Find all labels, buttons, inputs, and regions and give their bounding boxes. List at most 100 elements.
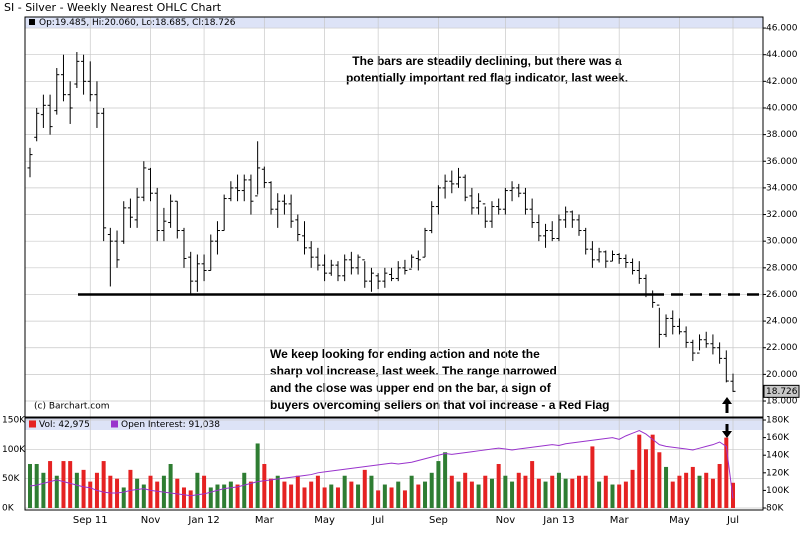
volume-bar <box>516 472 521 508</box>
volume-bar <box>222 484 227 508</box>
volume-bar <box>362 469 367 508</box>
volume-bar <box>469 481 474 508</box>
y2-tick-label: 140K <box>766 451 790 461</box>
volume-bar <box>530 461 535 508</box>
volume-bar <box>550 475 555 508</box>
annotation: The bars are steadily declining, but the… <box>352 54 622 68</box>
y-tick-label: 28.000 <box>766 263 798 273</box>
y2-tick-label: 180K <box>766 416 790 426</box>
volume-bar <box>322 487 327 508</box>
x-tick-label: Sep <box>429 515 448 526</box>
volume-tick-label: 100K <box>2 445 26 455</box>
volume-bar <box>275 475 280 508</box>
volume-bar <box>48 461 53 508</box>
volume-bar <box>255 443 260 508</box>
volume-bar <box>543 481 548 508</box>
volume-bar <box>155 481 160 508</box>
volume-bar <box>342 475 347 508</box>
y-tick-label: 42.000 <box>766 77 798 87</box>
volume-bar <box>202 475 207 508</box>
volume-bar <box>41 472 46 508</box>
y2-tick-label: 120K <box>766 468 790 478</box>
volume-bar <box>101 461 106 508</box>
arrow-head <box>722 397 732 404</box>
volume-bar <box>228 481 233 508</box>
volume-bar <box>597 481 602 508</box>
volume-bar <box>717 463 722 508</box>
volume-bar <box>583 475 588 508</box>
volume-bar <box>456 481 461 508</box>
oi-legend-icon <box>111 420 118 428</box>
volume-bar <box>135 478 140 508</box>
volume-bar <box>449 475 454 508</box>
copyright: (c) Barchart.com <box>34 402 110 412</box>
volume-bar <box>423 481 428 508</box>
volume-bar <box>396 481 401 508</box>
header-band <box>25 17 763 28</box>
volume-bar <box>282 481 287 508</box>
x-tick-label: May <box>314 515 335 526</box>
marks: 18.000 20.000 22.000 24.000 26.000 28.000 30.0… <box>2 17 800 526</box>
y-tick-label: 46.000 <box>766 24 798 34</box>
volume-bar <box>637 434 642 508</box>
last-price-label: 18.726 <box>766 387 798 397</box>
volume-bar <box>677 475 682 508</box>
y-tick-label: 26.000 <box>766 290 798 300</box>
volume-bar <box>670 481 675 508</box>
volume-bar <box>443 452 448 508</box>
x-tick-label: Mar <box>255 515 275 526</box>
volume-bar <box>302 487 307 508</box>
volume-bar <box>510 481 515 508</box>
price-frame <box>24 16 764 418</box>
y-tick-label: 18.000 <box>766 397 798 407</box>
y-tick-label: 20.000 <box>766 370 798 380</box>
x-tick-label: Nov <box>141 515 161 526</box>
last-price-box <box>763 384 800 398</box>
volume-tick-label: 150K <box>2 415 26 425</box>
volume-bar <box>436 461 441 508</box>
volume-bar <box>289 484 294 508</box>
volume-bar <box>188 490 193 508</box>
x-tick-label: Jul <box>726 515 739 526</box>
y-tick-label: 36.000 <box>766 157 798 167</box>
volume-bar <box>704 472 709 508</box>
volume-frame <box>24 417 764 511</box>
volume-bar <box>643 449 648 508</box>
volume-bar <box>489 478 494 508</box>
volume-bar <box>610 484 615 508</box>
volume-bar <box>603 475 608 508</box>
y-tick-label: 38.000 <box>766 130 798 140</box>
volume-bar <box>657 452 662 508</box>
volume-bar <box>570 478 575 508</box>
volume-bar <box>309 481 314 508</box>
volume-bar <box>476 484 481 508</box>
annotation: We keep looking for ending action and no… <box>270 347 540 361</box>
volume-bar <box>617 484 622 508</box>
volume-bar <box>68 461 73 508</box>
x-tick-label: Jan 13 <box>542 515 574 526</box>
volume-tick-label: 50K <box>2 474 20 484</box>
volume-bar <box>376 490 381 508</box>
volume-bar <box>329 484 334 508</box>
volume-bar <box>195 472 200 508</box>
annotation: buyers overcoming sellers on that vol in… <box>270 398 609 412</box>
volume-bar <box>356 484 361 508</box>
volume-bar <box>335 487 340 508</box>
volume-header-band <box>25 418 763 430</box>
volume-bar <box>650 434 655 508</box>
volume-bar <box>208 487 213 508</box>
volume-bar <box>128 469 133 508</box>
volume-bar <box>248 481 253 508</box>
y-tick-label: 24.000 <box>766 317 798 327</box>
volume-bar <box>235 484 240 508</box>
volume-legend-icon <box>29 420 36 428</box>
volume-bar <box>349 481 354 508</box>
x-tick-label: Mar <box>610 515 630 526</box>
volume-bar <box>269 478 274 508</box>
volume-bar <box>121 487 126 508</box>
x-tick-label: Nov <box>496 515 516 526</box>
volume-bar <box>523 475 528 508</box>
arrows <box>722 397 732 438</box>
volume-bar <box>463 472 468 508</box>
volume-bar <box>175 478 180 508</box>
